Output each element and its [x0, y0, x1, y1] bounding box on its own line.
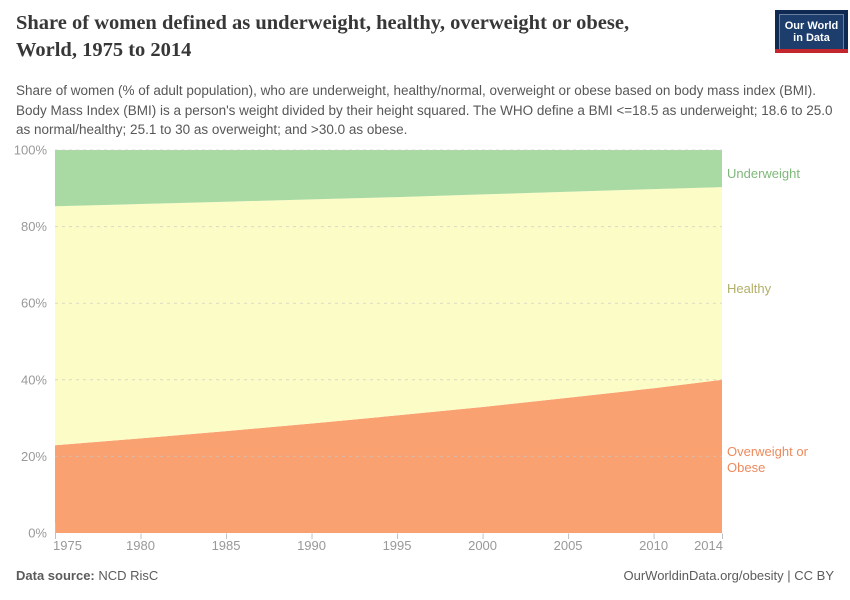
owid-logo-red-bar: [775, 49, 848, 53]
x-tick-label-1975: 1975: [53, 538, 82, 553]
x-tick-label-2005: 2005: [554, 538, 583, 553]
x-tick-label-1980: 1980: [126, 538, 155, 553]
y-tick-label-80: 80%: [21, 219, 47, 234]
series-label-underweight: Underweight: [727, 166, 800, 181]
chart-subtitle: Share of women (% of adult population), …: [16, 83, 833, 137]
owid-logo[interactable]: Our World in Data: [775, 10, 848, 53]
credit-line[interactable]: OurWorldinData.org/obesity | CC BY: [623, 568, 835, 583]
page-title: Share of women defined as underweight, h…: [16, 10, 766, 64]
stacked-area-chart[interactable]: 0% 20% 40% 60% 80% 100% 1975 1980 1985 1990 1995 20…: [0, 140, 850, 565]
x-tick-label-2010: 2010: [639, 538, 668, 553]
owid-logo-line2: in Data: [793, 32, 830, 44]
x-tick-label-1990: 1990: [297, 538, 326, 553]
area-healthy: [55, 187, 722, 446]
chart-footer: Data source: NCD RisC OurWorldinData.org…: [16, 568, 834, 583]
area-underweight: [55, 150, 722, 207]
data-source-value: NCD RisC: [98, 568, 159, 583]
y-tick-label-0: 0%: [28, 526, 47, 541]
data-source-label: Data source:: [16, 568, 95, 583]
data-source: Data source: NCD RisC: [16, 568, 158, 583]
x-tick-label-2014: 2014: [694, 538, 723, 553]
page-title-line1: Share of women defined as underweight, h…: [16, 12, 630, 34]
y-tick-label-100: 100%: [14, 143, 48, 158]
owid-logo-line1: Our World: [784, 19, 839, 32]
series-label-healthy: Healthy: [727, 281, 772, 296]
y-tick-label-40: 40%: [21, 372, 47, 387]
area-overweight-or-obese: [55, 379, 722, 533]
y-tick-label-60: 60%: [21, 296, 47, 311]
x-tick-label-1995: 1995: [383, 538, 412, 553]
page-title-line2: World, 1975 to 2014: [16, 39, 192, 61]
series-label-overweight-or-obese: Overweight or Obese: [727, 444, 808, 475]
owid-logo-inner: Our World in Data: [779, 14, 844, 50]
y-tick-label-20: 20%: [21, 449, 47, 464]
x-tick-label-1985: 1985: [212, 538, 241, 553]
x-tick-label-2000: 2000: [468, 538, 497, 553]
